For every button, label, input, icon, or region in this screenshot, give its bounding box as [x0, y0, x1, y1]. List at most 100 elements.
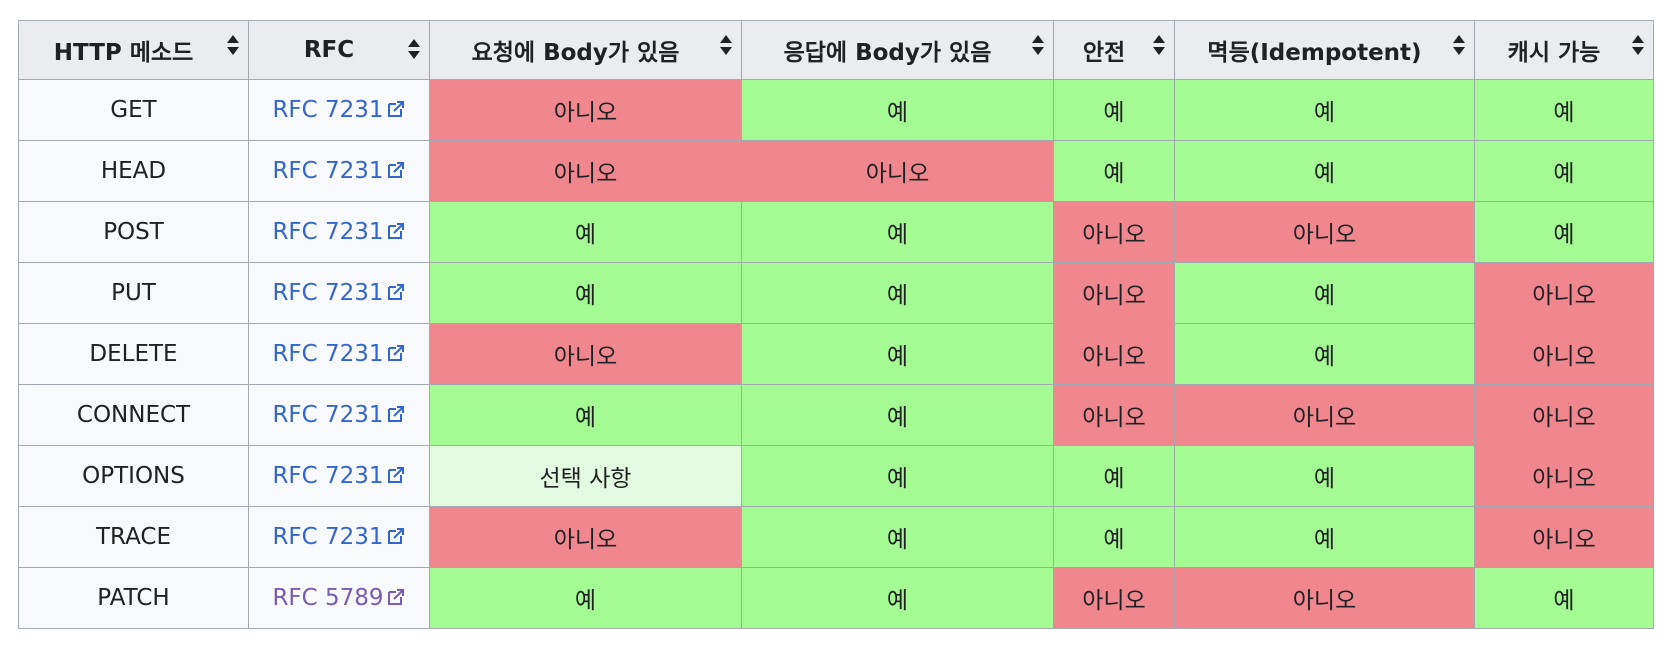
yes-cell: 예 — [1174, 140, 1475, 202]
external-link-icon — [386, 526, 406, 546]
rfc-link-text: RFC 7231 — [272, 341, 384, 367]
sort-icon[interactable] — [1452, 33, 1466, 56]
rfc-cell: RFC 7231 — [248, 140, 430, 202]
rfc-cell: RFC 5789 — [248, 567, 430, 629]
column-header-label: HTTP 메소드 — [53, 40, 194, 66]
yes-cell: 예 — [741, 445, 1054, 507]
no-cell: 아니오 — [741, 140, 1054, 202]
rfc-link-text: RFC 7231 — [272, 402, 384, 428]
method-cell: GET — [18, 79, 249, 141]
sort-icon[interactable] — [407, 37, 421, 60]
rfc-cell: RFC 7231 — [248, 445, 430, 507]
yes-cell: 예 — [1053, 506, 1175, 568]
external-link-icon — [386, 465, 406, 485]
yes-cell: 예 — [741, 201, 1054, 263]
rfc-cell: RFC 7231 — [248, 79, 430, 141]
column-header-label: 요청에 Body가 있음 — [471, 40, 680, 66]
no-cell: 아니오 — [429, 140, 742, 202]
column-header[interactable]: 캐시 가능 — [1474, 20, 1654, 80]
external-link-icon — [386, 160, 406, 180]
rfc-link[interactable]: RFC 7231 — [272, 524, 405, 550]
external-link-icon — [386, 99, 406, 119]
external-link-icon — [386, 282, 406, 302]
method-cell: POST — [18, 201, 249, 263]
yes-cell: 예 — [429, 384, 742, 446]
yes-cell: 예 — [1474, 140, 1654, 202]
rfc-link[interactable]: RFC 7231 — [272, 97, 405, 123]
column-header[interactable]: 응답에 Body가 있음 — [741, 20, 1054, 80]
no-cell: 아니오 — [1174, 384, 1475, 446]
yes-cell: 예 — [1174, 323, 1475, 385]
column-header[interactable]: RFC — [248, 20, 430, 80]
optional-cell: 선택 사항 — [429, 445, 742, 507]
rfc-link-text: RFC 7231 — [272, 219, 384, 245]
method-cell: HEAD — [18, 140, 249, 202]
column-header[interactable]: 안전 — [1053, 20, 1175, 80]
rfc-link[interactable]: RFC 7231 — [272, 219, 405, 245]
no-cell: 아니오 — [1053, 567, 1175, 629]
sort-icon[interactable] — [1631, 33, 1645, 56]
yes-cell: 예 — [741, 384, 1054, 446]
rfc-link[interactable]: RFC 7231 — [272, 402, 405, 428]
rfc-cell: RFC 7231 — [248, 506, 430, 568]
sort-icon[interactable] — [719, 33, 733, 56]
table-row: OPTIONS RFC 7231 선택 사항 예 예 예 아니오 — [18, 445, 1654, 507]
no-cell: 아니오 — [1474, 384, 1654, 446]
method-cell: DELETE — [18, 323, 249, 385]
yes-cell: 예 — [1474, 201, 1654, 263]
column-header[interactable]: 요청에 Body가 있음 — [429, 20, 742, 80]
http-methods-table: HTTP 메소드 RFC 요청에 Body가 있음 응답에 Body가 있음 안전 멱등(… — [18, 20, 1654, 629]
external-link-icon — [386, 404, 406, 424]
table-row: DELETE RFC 7231 아니오 예 아니오 예 아니오 — [18, 323, 1654, 385]
method-cell: OPTIONS — [18, 445, 249, 507]
yes-cell: 예 — [1053, 79, 1175, 141]
column-header[interactable]: 멱등(Idempotent) — [1174, 20, 1475, 80]
no-cell: 아니오 — [429, 79, 742, 141]
rfc-link[interactable]: RFC 7231 — [272, 280, 405, 306]
column-header-label: 응답에 Body가 있음 — [783, 40, 992, 66]
rfc-link-text: RFC 7231 — [272, 97, 384, 123]
external-link-icon — [386, 343, 406, 363]
external-link-icon — [386, 221, 406, 241]
rfc-cell: RFC 7231 — [248, 201, 430, 263]
yes-cell: 예 — [1174, 79, 1475, 141]
no-cell: 아니오 — [429, 506, 742, 568]
external-link-icon — [386, 587, 406, 607]
column-header-label: 멱등(Idempotent) — [1207, 40, 1422, 66]
yes-cell: 예 — [741, 79, 1054, 141]
rfc-link[interactable]: RFC 7231 — [272, 341, 405, 367]
sort-icon[interactable] — [1031, 33, 1045, 56]
no-cell: 아니오 — [1474, 262, 1654, 324]
yes-cell: 예 — [1174, 262, 1475, 324]
method-cell: TRACE — [18, 506, 249, 568]
no-cell: 아니오 — [1053, 384, 1175, 446]
no-cell: 아니오 — [1053, 323, 1175, 385]
yes-cell: 예 — [741, 262, 1054, 324]
rfc-link-text: RFC 7231 — [272, 158, 384, 184]
yes-cell: 예 — [429, 567, 742, 629]
rfc-link-text: RFC 7231 — [272, 524, 384, 550]
rfc-link[interactable]: RFC 7231 — [272, 158, 405, 184]
column-header-label: 캐시 가능 — [1507, 40, 1601, 66]
table-row: PATCH RFC 5789 예 예 아니오 아니오 예 — [18, 567, 1654, 629]
yes-cell: 예 — [1053, 140, 1175, 202]
no-cell: 아니오 — [1053, 262, 1175, 324]
no-cell: 아니오 — [1474, 445, 1654, 507]
method-cell: PUT — [18, 262, 249, 324]
column-header-label: 안전 — [1082, 40, 1126, 66]
column-header-label: RFC — [303, 37, 355, 63]
yes-cell: 예 — [1474, 567, 1654, 629]
method-cell: CONNECT — [18, 384, 249, 446]
no-cell: 아니오 — [1474, 323, 1654, 385]
yes-cell: 예 — [1053, 445, 1175, 507]
rfc-link[interactable]: RFC 7231 — [272, 463, 405, 489]
sort-icon[interactable] — [226, 33, 240, 56]
rfc-link[interactable]: RFC 5789 — [272, 585, 405, 611]
table-row: TRACE RFC 7231 아니오 예 예 예 아니오 — [18, 506, 1654, 568]
sort-icon[interactable] — [1152, 33, 1166, 56]
rfc-cell: RFC 7231 — [248, 323, 430, 385]
column-header[interactable]: HTTP 메소드 — [18, 20, 249, 80]
table-row: CONNECT RFC 7231 예 예 아니오 아니오 아니오 — [18, 384, 1654, 446]
no-cell: 아니오 — [1174, 201, 1475, 263]
yes-cell: 예 — [429, 262, 742, 324]
